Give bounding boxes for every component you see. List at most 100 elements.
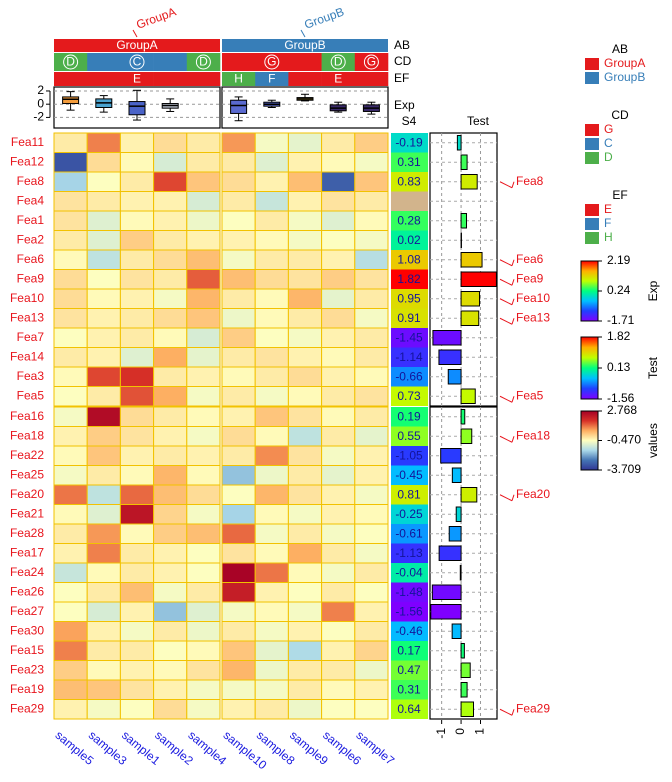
legend-swatch bbox=[585, 232, 599, 244]
heatmap-cell bbox=[254, 210, 289, 231]
row-label: Fea6 bbox=[17, 252, 45, 266]
heatmap-cell bbox=[153, 288, 188, 309]
heatmap-cell bbox=[186, 640, 221, 661]
s4-cell bbox=[391, 328, 428, 348]
heatmap-cell bbox=[153, 347, 188, 368]
heatmap-cell bbox=[53, 562, 88, 583]
heatmap-cell bbox=[119, 288, 155, 309]
s4-label: -0.46 bbox=[395, 624, 423, 638]
heatmap-cell bbox=[53, 621, 88, 642]
heatmap-cell bbox=[287, 426, 323, 447]
heatmap-cell bbox=[119, 679, 155, 700]
heatmap-cell bbox=[254, 132, 289, 153]
marked-row-label: Fea29 bbox=[516, 701, 550, 715]
row-label: Fea15 bbox=[10, 643, 44, 657]
s4-label: -1.48 bbox=[395, 585, 423, 599]
heatmap-cell bbox=[354, 445, 389, 466]
row-label: Fea13 bbox=[10, 310, 44, 324]
test-bar bbox=[456, 135, 462, 151]
heatmap-cell bbox=[119, 171, 155, 192]
heatmap-cell bbox=[254, 171, 289, 192]
row-label: Fea27 bbox=[10, 604, 44, 618]
heatmap-cell bbox=[354, 679, 389, 700]
heatmap-cell bbox=[86, 601, 121, 622]
heatmap-cell bbox=[53, 523, 88, 544]
s4-label: 0.28 bbox=[397, 213, 421, 227]
heatmap-cell bbox=[221, 327, 256, 348]
test-bar bbox=[460, 487, 478, 503]
heatmap-cell bbox=[119, 465, 155, 486]
colorbar bbox=[580, 260, 599, 322]
heatmap-cell bbox=[287, 171, 323, 192]
annotation-name: Exp bbox=[394, 98, 415, 112]
row-label: Fea21 bbox=[10, 506, 44, 520]
cd-cell bbox=[120, 53, 154, 71]
heatmap-cell bbox=[254, 484, 289, 505]
cd-cell bbox=[288, 53, 322, 71]
heatmap-cell bbox=[119, 406, 155, 427]
heatmap-cell bbox=[53, 445, 88, 466]
ab-bar bbox=[222, 39, 388, 52]
heatmap-cell bbox=[153, 465, 188, 486]
heatmap-cell bbox=[86, 660, 121, 681]
heatmap-cell bbox=[86, 210, 121, 231]
heatmap-cell bbox=[254, 543, 289, 564]
heatmap-cell bbox=[153, 171, 188, 192]
row-label: Fea1 bbox=[17, 213, 45, 227]
heatmap-cell bbox=[186, 269, 221, 290]
test-bar bbox=[431, 584, 462, 600]
test-bar bbox=[459, 565, 462, 581]
ab-bar bbox=[54, 39, 220, 52]
heatmap-cell bbox=[86, 523, 121, 544]
row-label: Fea22 bbox=[10, 448, 44, 462]
test-bar bbox=[460, 252, 483, 268]
heatmap-cell bbox=[287, 132, 323, 153]
marked-row-label: Fea10 bbox=[516, 291, 550, 305]
s4-cell bbox=[391, 524, 428, 544]
heatmap-cell bbox=[153, 308, 188, 329]
cd-cell bbox=[222, 53, 256, 71]
colorbar-tick-label: -3.709 bbox=[607, 462, 641, 476]
cd-label: G bbox=[367, 55, 376, 69]
heatmap-cell bbox=[321, 249, 356, 270]
heatmap-cell bbox=[119, 210, 155, 231]
colorbar-tick-label: -0.470 bbox=[607, 433, 641, 447]
heatmap-cell bbox=[221, 152, 256, 173]
row-label: Fea7 bbox=[17, 330, 45, 344]
cd-cell bbox=[321, 53, 356, 71]
row-label: Fea4 bbox=[17, 193, 45, 207]
row-label: Fea2 bbox=[17, 232, 45, 246]
heatmap-cell bbox=[186, 465, 221, 486]
row-label: Fea16 bbox=[10, 409, 44, 423]
heatmap-cell bbox=[221, 386, 256, 407]
heatmap-cell bbox=[321, 366, 356, 387]
heatmap-cell bbox=[86, 406, 121, 427]
heatmap-cell bbox=[53, 327, 88, 348]
heatmap-cell bbox=[119, 191, 155, 212]
group-connector bbox=[132, 29, 138, 38]
test-bar bbox=[440, 448, 462, 464]
heatmap-cell bbox=[86, 347, 121, 368]
s4-label: 0.02 bbox=[397, 233, 421, 247]
s4-cell bbox=[391, 660, 428, 680]
heatmap-cell bbox=[287, 660, 323, 681]
heatmap-cell bbox=[321, 327, 356, 348]
colorbar-tick-label: 0.13 bbox=[607, 360, 631, 374]
heatmap-cell bbox=[153, 210, 188, 231]
heatmap-cell bbox=[221, 543, 256, 564]
s4-cell bbox=[391, 347, 428, 367]
heatmap-cell bbox=[354, 543, 389, 564]
heatmap-cell bbox=[86, 640, 121, 661]
annotation-name: AB bbox=[394, 38, 410, 52]
heatmap-cell bbox=[321, 504, 356, 525]
s4-label: -0.25 bbox=[395, 507, 423, 521]
heatmap-cell bbox=[321, 640, 356, 661]
heatmap-cell bbox=[254, 562, 289, 583]
legend-swatch bbox=[585, 124, 599, 136]
colorbar-tick-label: 2.19 bbox=[607, 253, 631, 267]
y-tick-label: 2 bbox=[37, 83, 44, 97]
heatmap-cell bbox=[287, 210, 323, 231]
heatmap-cell bbox=[119, 132, 155, 153]
heatmap-cell bbox=[53, 484, 88, 505]
heatmap-cell bbox=[354, 366, 389, 387]
